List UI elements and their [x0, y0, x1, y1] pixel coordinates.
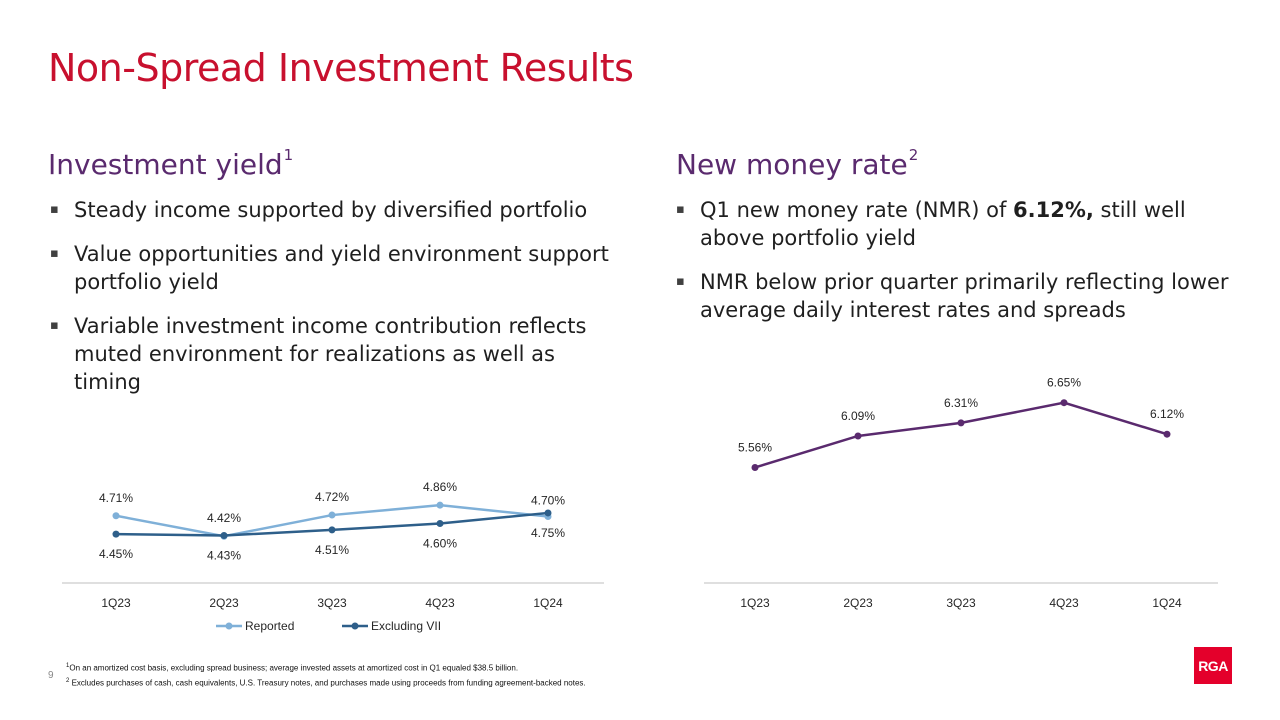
- footnote-ref-2: 2: [908, 146, 919, 164]
- page-number: 9: [48, 670, 54, 681]
- legend-marker: [351, 622, 359, 630]
- legend-label: Excluding VII: [371, 619, 441, 633]
- page-title: Non-Spread Investment Results: [48, 46, 634, 90]
- x-tick-label: 4Q23: [425, 596, 455, 610]
- bullet-item: Steady income supported by diversified p…: [50, 196, 610, 224]
- series-line-nmr: [754, 401, 1168, 469]
- data-point: [1060, 399, 1068, 407]
- investment-yield-heading: Investment yield1: [48, 146, 294, 181]
- data-point: [436, 520, 444, 528]
- footnote-1: 1On an amortized cost basis, excluding s…: [66, 660, 586, 675]
- data-point: [112, 530, 120, 538]
- data-point: [854, 432, 862, 440]
- data-label: 4.71%: [99, 491, 133, 505]
- data-label: 4.43%: [207, 549, 241, 563]
- legend-label: Reported: [245, 619, 294, 633]
- data-point: [328, 511, 336, 519]
- data-label: 6.31%: [944, 396, 978, 410]
- x-tick-label: 1Q24: [1152, 596, 1182, 610]
- data-label: 4.86%: [423, 480, 457, 494]
- data-label: 6.12%: [1150, 407, 1184, 421]
- data-point: [957, 419, 965, 427]
- x-tick-label: 3Q23: [317, 596, 347, 610]
- x-tick-label: 3Q23: [946, 596, 976, 610]
- data-label: 6.09%: [841, 409, 875, 423]
- new-money-rate-bullets: Q1 new money rate (NMR) of 6.12%, still …: [676, 196, 1236, 340]
- legend-marker: [225, 622, 233, 630]
- x-tick-label: 1Q23: [740, 596, 770, 610]
- data-label: 5.56%: [738, 440, 772, 454]
- investment-yield-bullets: Steady income supported by diversified p…: [50, 196, 610, 412]
- x-tick-label: 4Q23: [1049, 596, 1079, 610]
- data-label: 4.60%: [423, 537, 457, 551]
- bullet-item: Q1 new money rate (NMR) of 6.12%, still …: [676, 196, 1236, 252]
- bullet-item: NMR below prior quarter primarily reflec…: [676, 268, 1236, 324]
- data-point: [544, 509, 552, 517]
- data-label: 4.45%: [99, 547, 133, 561]
- footnote-ref-1: 1: [283, 146, 294, 164]
- footnote-text: Excludes purchases of cash, cash equival…: [69, 678, 586, 688]
- nmr-value: 6.12%,: [1013, 198, 1094, 222]
- footnote-text: On an amortized cost basis, excluding sp…: [69, 663, 519, 673]
- bullet-item: Variable investment income contribution …: [50, 312, 610, 396]
- data-point: [328, 526, 336, 534]
- new-money-rate-heading-text: New money rate: [676, 148, 908, 181]
- x-tick-label: 2Q23: [209, 596, 239, 610]
- bullet-item: Value opportunities and yield environmen…: [50, 240, 610, 296]
- data-label: 4.70%: [531, 493, 565, 507]
- data-label: 4.75%: [531, 526, 565, 540]
- footnotes: 1On an amortized cost basis, excluding s…: [66, 660, 586, 689]
- data-point: [436, 501, 444, 509]
- footnote-mark: 1: [66, 663, 70, 669]
- footnote-mark: 2: [66, 677, 70, 684]
- data-label: 4.72%: [315, 490, 349, 504]
- investment-yield-chart: 1Q23 2Q23 3Q23 4Q23 1Q24 4.71% 4.42% 4.72% 4.86%…: [62, 480, 604, 633]
- data-label: 6.65%: [1047, 376, 1081, 390]
- bullet-text: Q1 new money rate (NMR) of: [700, 198, 1014, 222]
- investment-yield-heading-text: Investment yield: [48, 148, 283, 181]
- new-money-rate-chart: 1Q23 2Q23 3Q23 4Q23 1Q24 5.56% 6.09% 6.31% 6.65%…: [704, 376, 1218, 610]
- new-money-rate-heading: New money rate2: [676, 146, 919, 181]
- data-label: 4.51%: [315, 543, 349, 557]
- data-label: 4.42%: [207, 511, 241, 525]
- footnote-2: 2 Excludes purchases of cash, cash equiv…: [66, 675, 586, 690]
- data-point: [112, 512, 120, 520]
- rga-logo: RGA: [1194, 647, 1232, 684]
- bullet-text: still well above portfolio yield: [700, 198, 1186, 250]
- data-point: [751, 463, 759, 471]
- data-point: [220, 532, 228, 540]
- data-point: [1163, 430, 1171, 438]
- x-tick-label: 2Q23: [843, 596, 873, 610]
- x-tick-label: 1Q23: [101, 596, 131, 610]
- x-tick-label: 1Q24: [533, 596, 563, 610]
